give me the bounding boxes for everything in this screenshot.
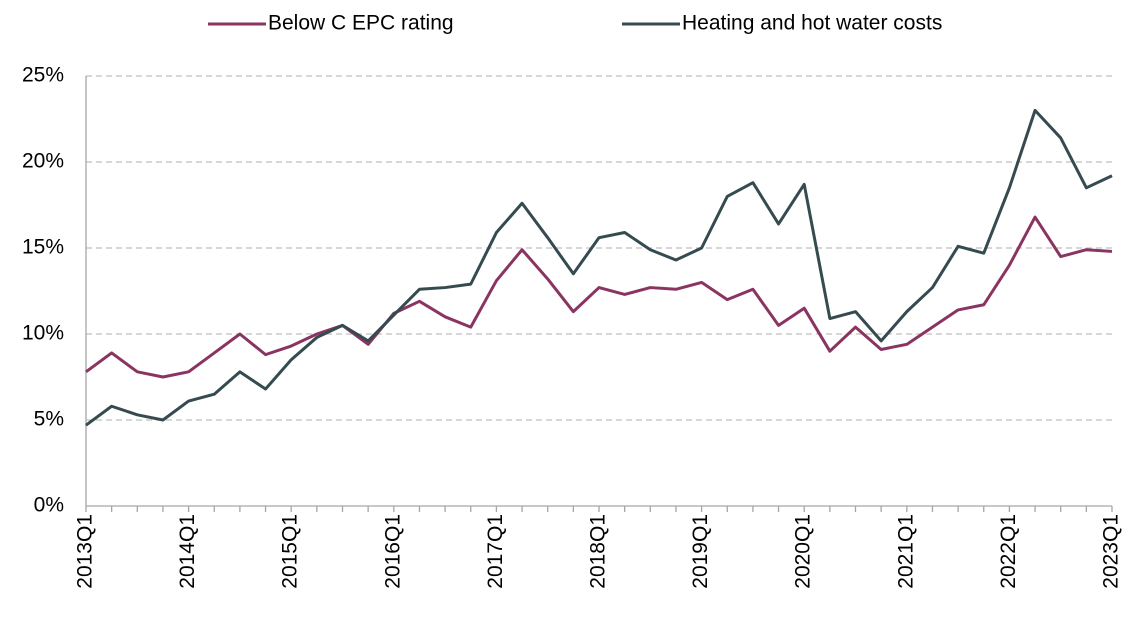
x-tick-label: 2019Q1	[689, 514, 712, 589]
x-tick-label: 2018Q1	[587, 514, 610, 589]
y-tick-label: 5%	[34, 408, 64, 431]
x-tick-label: 2013Q1	[74, 514, 97, 589]
y-tick-label: 15%	[22, 236, 64, 259]
line-series	[85, 215, 1113, 379]
x-tick-label: 2015Q1	[279, 514, 302, 589]
y-tick-label: 10%	[22, 322, 64, 345]
y-tick-label: 25%	[22, 64, 64, 87]
y-tick-label: 0%	[34, 494, 64, 517]
line-series	[85, 108, 1113, 427]
x-tick-label: 2021Q1	[894, 514, 917, 589]
x-tick-label: 2014Q1	[176, 514, 199, 589]
x-tick-label: 2023Q1	[1100, 514, 1123, 589]
x-tick-label: 2020Q1	[792, 514, 815, 589]
legend-label: Below C EPC rating	[268, 12, 454, 35]
y-tick-label: 20%	[22, 150, 64, 173]
legend-label: Heating and hot water costs	[682, 12, 942, 35]
x-tick-label: 2017Q1	[484, 514, 507, 589]
x-tick-label: 2016Q1	[381, 514, 404, 589]
x-tick-label: 2022Q1	[997, 514, 1020, 589]
